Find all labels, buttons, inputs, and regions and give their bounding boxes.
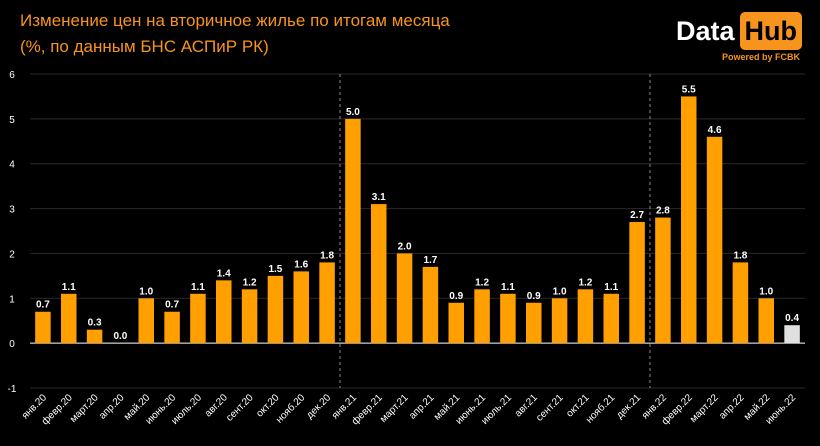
y-tick-label: 4 (9, 160, 15, 171)
bar (474, 289, 490, 344)
x-tick-label: дек.21 (614, 392, 643, 421)
bar (396, 253, 413, 344)
bar-value-label: 0.9 (527, 291, 541, 302)
bar-value-label: 2.7 (630, 210, 644, 221)
bar-value-label: 1.0 (553, 286, 567, 297)
datahub-logo: Data Hub Powered by FCBK (676, 12, 802, 62)
bar (732, 262, 749, 344)
bar (216, 280, 232, 344)
bar-value-label: 0.7 (36, 300, 50, 311)
x-tick-label: сент.21 (534, 392, 566, 424)
bar-value-label: 1.2 (243, 277, 257, 288)
bar (138, 298, 154, 344)
bar-value-label: 1.2 (578, 277, 592, 288)
bar-value-label: 0.0 (113, 331, 127, 342)
bar-value-label: 1.1 (604, 282, 618, 293)
bar-value-label: 0.4 (785, 313, 799, 324)
x-tick-label: апр.20 (97, 392, 127, 422)
x-tick-label: март.22 (688, 392, 721, 425)
bar (86, 329, 103, 344)
bar (526, 302, 542, 344)
bar-value-label: 1.0 (759, 286, 773, 297)
x-tick-label: март.20 (68, 392, 101, 425)
title-line-1: Изменение цен на вторичное жилье по итог… (20, 11, 450, 30)
bar-value-label: 2.8 (656, 206, 670, 217)
bar (293, 271, 309, 344)
bar (422, 266, 439, 344)
bar (551, 298, 568, 344)
bar (190, 293, 206, 344)
title-line-2: (%, по данным БНС АСПиР РК) (20, 37, 269, 56)
bar-value-label: 5.5 (682, 84, 696, 95)
bar-value-label: 2.0 (398, 241, 412, 252)
bar (629, 222, 645, 344)
x-tick-label: сент.20 (224, 392, 256, 424)
bar (164, 311, 180, 344)
bar-value-label: 1.7 (423, 255, 437, 266)
bar (345, 118, 361, 344)
bar-value-label: 1.1 (191, 282, 205, 293)
bar (371, 204, 387, 344)
bar (655, 217, 671, 344)
bar (500, 293, 516, 344)
y-tick-label: 2 (9, 249, 15, 260)
bar (61, 293, 77, 344)
bar (758, 298, 774, 344)
x-tick-label: апр.22 (717, 392, 747, 422)
bar-value-label: 0.3 (88, 318, 102, 329)
bar-value-label: 1.2 (475, 277, 489, 288)
y-tick-label: 1 (9, 294, 15, 305)
bar (603, 293, 619, 344)
y-tick-label: 3 (9, 205, 15, 216)
bar-value-label: 3.1 (372, 192, 386, 203)
chart-title: Изменение цен на вторичное жилье по итог… (20, 8, 450, 60)
bar-value-label: 1.1 (62, 282, 76, 293)
y-tick-label: 5 (9, 115, 15, 126)
bar (681, 96, 697, 344)
bar (241, 289, 258, 344)
bar-value-label: 0.7 (165, 300, 179, 311)
bar (706, 136, 723, 344)
x-tick-label: нояб.20 (273, 391, 307, 425)
y-tick-label: 6 (9, 70, 15, 81)
bar-value-label: 1.8 (320, 250, 334, 261)
bar-value-label: 4.6 (708, 125, 722, 136)
bar (577, 289, 594, 344)
bar (319, 262, 335, 344)
bar (35, 311, 51, 344)
logo-powered-text: Powered by FCBK (721, 52, 800, 62)
y-tick-label: 0 (9, 339, 15, 350)
bar-value-label: 1.0 (139, 286, 153, 297)
bar-value-label: 5.0 (346, 107, 360, 118)
x-tick-label: дек.20 (304, 392, 333, 421)
x-tick-label: нояб.21 (583, 391, 617, 425)
bar-value-label: 0.9 (449, 291, 463, 302)
y-tick-label: -1 (8, 384, 17, 395)
x-tick-label: март.21 (378, 392, 411, 425)
bar-value-label: 1.8 (733, 250, 747, 261)
logo-hub-text: Hub (739, 12, 802, 50)
bar-value-label: 1.1 (501, 282, 515, 293)
bar-value-label: 1.4 (217, 268, 231, 279)
logo-data-text: Data (675, 16, 735, 46)
bar (448, 302, 464, 344)
bar-value-label: 1.6 (294, 259, 308, 270)
x-tick-label: апр.21 (407, 392, 437, 422)
bar-value-label: 1.5 (268, 264, 282, 275)
bar (267, 275, 284, 344)
bar (784, 325, 800, 344)
